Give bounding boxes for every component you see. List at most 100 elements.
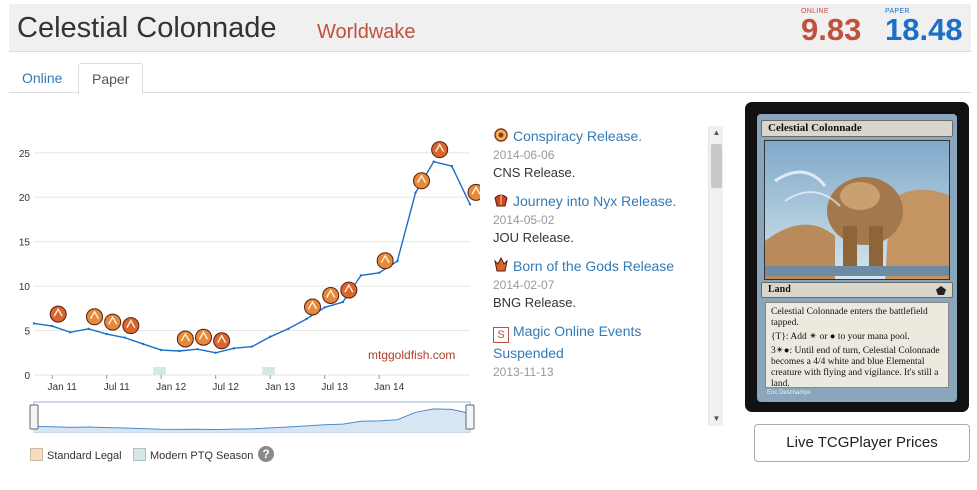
card-rules-line: 3✴●: Until end of turn, Celestial Colonn… [771,346,940,389]
price-chart-svg[interactable]: 0 5 10 15 20 25 Jan 11 Jul 11 Jan 12 Jul 12 Jan 13… [10,120,485,470]
conspiracy-icon [494,128,508,142]
price-point[interactable] [196,348,199,351]
event-marker-glyph [471,185,481,195]
help-icon[interactable]: ? [258,446,274,462]
price-point[interactable] [214,351,217,354]
price-point[interactable] [432,160,435,163]
x-tick-label: Jan 12 [156,382,186,393]
tab-online[interactable]: Online [22,70,63,86]
price-point[interactable] [159,348,163,352]
event-marker-glyph [217,334,227,344]
price-point[interactable] [396,260,399,263]
event-marker-icon[interactable] [340,281,358,299]
price-point[interactable] [341,300,345,304]
price-point[interactable] [32,322,36,325]
price-point[interactable] [359,274,363,277]
price-point[interactable] [105,332,108,336]
event-marker-icon[interactable] [49,305,67,323]
event-marker-icon[interactable] [195,328,212,346]
x-tick-label: Jan 14 [374,382,404,393]
event-date: 2014-05-02 [493,213,555,227]
event-title-text: Born of the Gods Release [513,258,675,274]
y-tick-label: 15 [19,238,31,249]
y-tick-label: 10 [19,282,31,293]
legend-modern-label: Modern PTQ Season [150,450,254,462]
x-tick-label: Jan 11 [48,382,78,393]
x-tick-label: Jul 11 [104,382,130,393]
scroll-up-arrow-icon[interactable]: ▲ [712,128,721,137]
event-title-link[interactable]: Conspiracy Release. [493,126,705,146]
paper-price-box: PAPER 18.48 [885,8,963,45]
event-title-link[interactable]: S Magic Online Events Suspended [493,321,705,363]
event-marker-icon[interactable] [467,183,485,201]
price-point[interactable] [287,327,290,330]
price-point[interactable] [468,203,472,206]
events-scrollbar[interactable]: ▲ ▼ [708,126,723,426]
price-point[interactable] [377,271,381,274]
event-marker-icon[interactable] [213,332,231,350]
event-marker-body [86,308,103,326]
event-title-link[interactable]: Journey into Nyx Release. [493,191,705,211]
event-marker-glyph [89,310,100,320]
card-artwork [765,141,949,279]
event-marker-glyph [53,307,63,317]
price-point[interactable] [414,191,417,194]
price-point[interactable] [450,164,454,168]
event-marker-icon[interactable] [104,313,122,331]
event-marker-icon[interactable] [376,252,394,270]
price-point[interactable] [50,324,54,328]
event-marker-icon[interactable] [86,308,103,326]
price-point[interactable] [87,327,90,330]
legend-modern-ptq[interactable]: Modern PTQ Season [133,448,253,462]
price-point[interactable] [323,306,326,309]
navigator-left-handle[interactable] [29,404,39,430]
modern-ptq-band [262,367,275,375]
price-point[interactable] [305,317,308,321]
price-chart[interactable]: 0 5 10 15 20 25 Jan 11 Jul 11 Jan 12 Jul 12 Jan 13… [10,120,485,470]
event-marker-glyph [307,300,318,310]
event-marker-icon[interactable] [176,330,194,348]
navigator-frame [33,401,471,433]
event-marker-icon[interactable] [431,141,449,159]
card-title: Celestial Colonnade [17,12,277,44]
set-name-link[interactable]: Worldwake [317,21,416,43]
scroll-down-arrow-icon[interactable]: ▼ [712,414,721,423]
tab-paper[interactable]: Paper [78,63,144,94]
event-marker-icon[interactable] [304,298,321,316]
y-tick-label: 20 [19,193,31,204]
price-point[interactable] [123,336,127,339]
event-marker-body [431,141,449,159]
legend-standard-legal[interactable]: Standard Legal [30,448,122,462]
navigator-area [34,408,470,432]
event-marker-body [176,330,194,348]
price-point[interactable] [178,349,181,353]
event-item: Born of the Gods Release 2014-02-07 BNG … [493,256,705,312]
event-marker-body [376,252,394,270]
card-rules-line: Celestial Colonnade enters the battlefie… [771,307,928,328]
price-point[interactable] [141,342,145,346]
event-title-link[interactable]: Born of the Gods Release [493,256,705,276]
live-tcgplayer-prices-button[interactable]: Live TCGPlayer Prices [754,424,970,462]
card-face: Celestial Colonnade [757,114,957,402]
y-tick-label: 5 [24,327,30,338]
born-of-the-gods-icon [494,257,508,272]
s-icon: S [493,327,509,343]
price-point[interactable] [232,347,236,350]
price-point[interactable] [268,335,272,338]
event-marker-icon[interactable] [322,286,340,304]
event-marker-glyph [198,330,209,340]
navigator-right-handle[interactable] [465,404,475,430]
price-point[interactable] [69,331,72,334]
card-header: Celestial Colonnade Worldwake ONLINE 9.8… [9,4,971,52]
price-point[interactable] [250,345,254,348]
event-marker-icon[interactable] [122,317,140,335]
event-date: 2013-11-13 [493,365,554,379]
event-item: S Magic Online Events Suspended 2013-11-1… [493,321,705,381]
y-tick-label: 0 [24,371,30,382]
event-marker-icon[interactable] [413,172,430,190]
card-type-text: Land [768,284,791,295]
scroll-thumb[interactable] [711,144,722,188]
event-marker-body [413,172,430,190]
card-rules-line: {T}: Add ✴ or ● to your mana pool. [771,332,910,342]
